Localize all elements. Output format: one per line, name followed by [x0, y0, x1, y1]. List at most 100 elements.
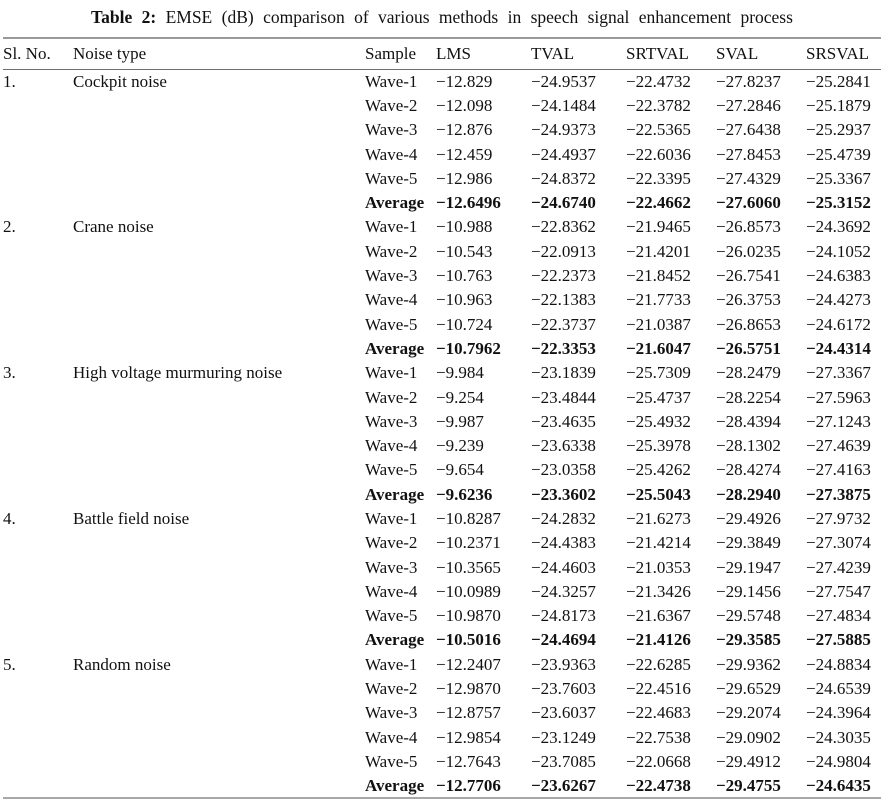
cell-lms: −12.986: [436, 168, 493, 188]
cell-srsval: −24.1052: [806, 241, 871, 261]
wave-row: Wave-2 −12.9870 −23.7603 −22.4516 −29.6529 −2…: [3, 677, 881, 701]
cell-sample: Wave-2: [365, 533, 418, 553]
cell-srsval: −27.4834: [806, 606, 871, 626]
cell-srtval: −22.4732: [626, 71, 691, 91]
cell-sval: −26.0235: [716, 241, 781, 261]
cell-noise-type: [73, 410, 365, 434]
cell-noise-type: [73, 288, 365, 312]
average-row: Average −9.6236 −23.3602 −25.5043 −28.2940 −2…: [3, 483, 881, 507]
wave-row: Wave-4 −12.459 −24.4937 −22.6036 −27.8453 −25…: [3, 142, 881, 166]
wave-row: Wave-3 −12.8757 −23.6037 −22.4683 −29.2074 −2…: [3, 701, 881, 725]
cell-tval: −24.3257: [531, 581, 596, 601]
cell-sample: Wave-2: [365, 95, 418, 115]
cell-noise-type: High voltage murmuring noise: [73, 363, 283, 383]
cell-srsval: −25.4739: [806, 144, 871, 164]
cell-sl-no: [3, 264, 73, 288]
cell-tval: −24.9537: [531, 71, 596, 91]
cell-sval: −29.4912: [716, 751, 781, 771]
cell-lms: −9.984: [436, 363, 484, 383]
wave-row: Wave-5 −12.986 −24.8372 −22.3395 −27.4329 −25…: [3, 167, 881, 191]
cell-tval: −22.3737: [531, 314, 596, 334]
cell-tval: −24.2832: [531, 508, 596, 528]
wave-row: 2. Crane noise Wave-1 −10.988 −22.8362 −21.94…: [3, 215, 881, 239]
column-header-srsval: SRSVAL: [806, 44, 869, 63]
cell-sval: −28.1302: [716, 436, 781, 456]
cell-srsval: −27.5885: [806, 630, 871, 650]
cell-srtval: −25.4737: [626, 387, 691, 407]
cell-srsval: −24.3964: [806, 703, 871, 723]
cell-tval: −22.1383: [531, 290, 596, 310]
average-row: Average −12.6496 −24.6740 −22.4662 −27.6060 −…: [3, 191, 881, 215]
cell-sample: Wave-4: [365, 581, 418, 601]
table-header-row: Sl. No. Noise type Sample LMS TVAL SRTVAL SVAL…: [3, 38, 881, 70]
cell-sval: −26.5751: [716, 338, 781, 358]
cell-tval: −23.6267: [531, 775, 596, 795]
cell-noise-type: [73, 628, 365, 652]
cell-noise-type: [73, 604, 365, 628]
cell-sample: Wave-4: [365, 290, 418, 310]
cell-lms: −12.8757: [436, 703, 501, 723]
cell-sval: −29.3849: [716, 533, 781, 553]
cell-noise-type: [73, 337, 365, 361]
cell-srtval: −22.6285: [626, 654, 691, 674]
cell-srtval: −21.4214: [626, 533, 691, 553]
cell-lms: −9.254: [436, 387, 484, 407]
wave-row: 1. Cockpit noise Wave-1 −12.829 −24.9537 −22.…: [3, 70, 881, 94]
cell-sval: −28.4394: [716, 411, 781, 431]
cell-srsval: −24.8834: [806, 654, 871, 674]
cell-noise-type: [73, 701, 365, 725]
table-header: Sl. No. Noise type Sample LMS TVAL SRTVAL SVAL…: [3, 38, 881, 70]
cell-srtval: −21.6273: [626, 508, 691, 528]
cell-sample: Wave-2: [365, 679, 418, 699]
cell-sl-no: [3, 337, 73, 361]
cell-noise-type: [73, 750, 365, 774]
cell-lms: −10.763: [436, 266, 493, 286]
cell-sl-no: [3, 604, 73, 628]
table-caption: Table 2: EMSE (dB) comparison of various…: [3, 5, 881, 37]
cell-srtval: −25.7309: [626, 363, 691, 383]
cell-sample: Wave-4: [365, 727, 418, 747]
cell-sl-no: [3, 312, 73, 336]
cell-lms: −10.5016: [436, 630, 501, 650]
average-row: Average −12.7706 −23.6267 −22.4738 −29.4755 −…: [3, 774, 881, 798]
table-body: 1. Cockpit noise Wave-1 −12.829 −24.9537 −22.…: [3, 70, 881, 799]
wave-row: Wave-5 −12.7643 −23.7085 −22.0668 −29.4912 −2…: [3, 750, 881, 774]
cell-noise-type: [73, 240, 365, 264]
cell-sval: −28.2254: [716, 387, 781, 407]
cell-sample: Wave-1: [365, 363, 418, 383]
wave-row: Wave-2 −10.2371 −24.4383 −21.4214 −29.3849 −2…: [3, 531, 881, 555]
cell-lms: −10.988: [436, 217, 493, 237]
cell-sl-no: 1.: [3, 71, 16, 91]
cell-sval: −29.0902: [716, 727, 781, 747]
cell-sl-no: 4.: [3, 508, 16, 528]
cell-tval: −24.9373: [531, 120, 596, 140]
wave-row: Wave-2 −9.254 −23.4844 −25.4737 −28.2254 −27.…: [3, 385, 881, 409]
cell-noise-type: Cockpit noise: [73, 71, 167, 91]
cell-srsval: −27.7547: [806, 581, 871, 601]
cell-sl-no: [3, 288, 73, 312]
wave-row: Wave-4 −10.0989 −24.3257 −21.3426 −29.1456 −2…: [3, 580, 881, 604]
cell-sval: −28.4274: [716, 460, 781, 480]
cell-srsval: −27.1243: [806, 411, 871, 431]
cell-lms: −10.724: [436, 314, 493, 334]
cell-srtval: −22.4516: [626, 679, 691, 699]
cell-tval: −23.7085: [531, 751, 596, 771]
column-header-sval: SVAL: [716, 44, 759, 63]
wave-row: Wave-4 −10.963 −22.1383 −21.7733 −26.3753 −24…: [3, 288, 881, 312]
cell-tval: −22.0913: [531, 241, 596, 261]
cell-srsval: −24.4314: [806, 338, 871, 358]
cell-lms: −10.3565: [436, 557, 501, 577]
cell-sl-no: [3, 677, 73, 701]
column-header-noise-type: Noise type: [73, 44, 147, 63]
cell-lms: −9.654: [436, 460, 484, 480]
cell-sample: Average: [365, 484, 425, 504]
cell-sample: Wave-1: [365, 654, 418, 674]
cell-srsval: −24.9804: [806, 751, 871, 771]
cell-sl-no: [3, 701, 73, 725]
cell-srsval: −27.4239: [806, 557, 871, 577]
cell-srtval: −21.9465: [626, 217, 691, 237]
wave-row: Wave-2 −10.543 −22.0913 −21.4201 −26.0235 −24…: [3, 240, 881, 264]
cell-srtval: −21.8452: [626, 266, 691, 286]
cell-sl-no: [3, 240, 73, 264]
cell-srsval: −27.5963: [806, 387, 871, 407]
